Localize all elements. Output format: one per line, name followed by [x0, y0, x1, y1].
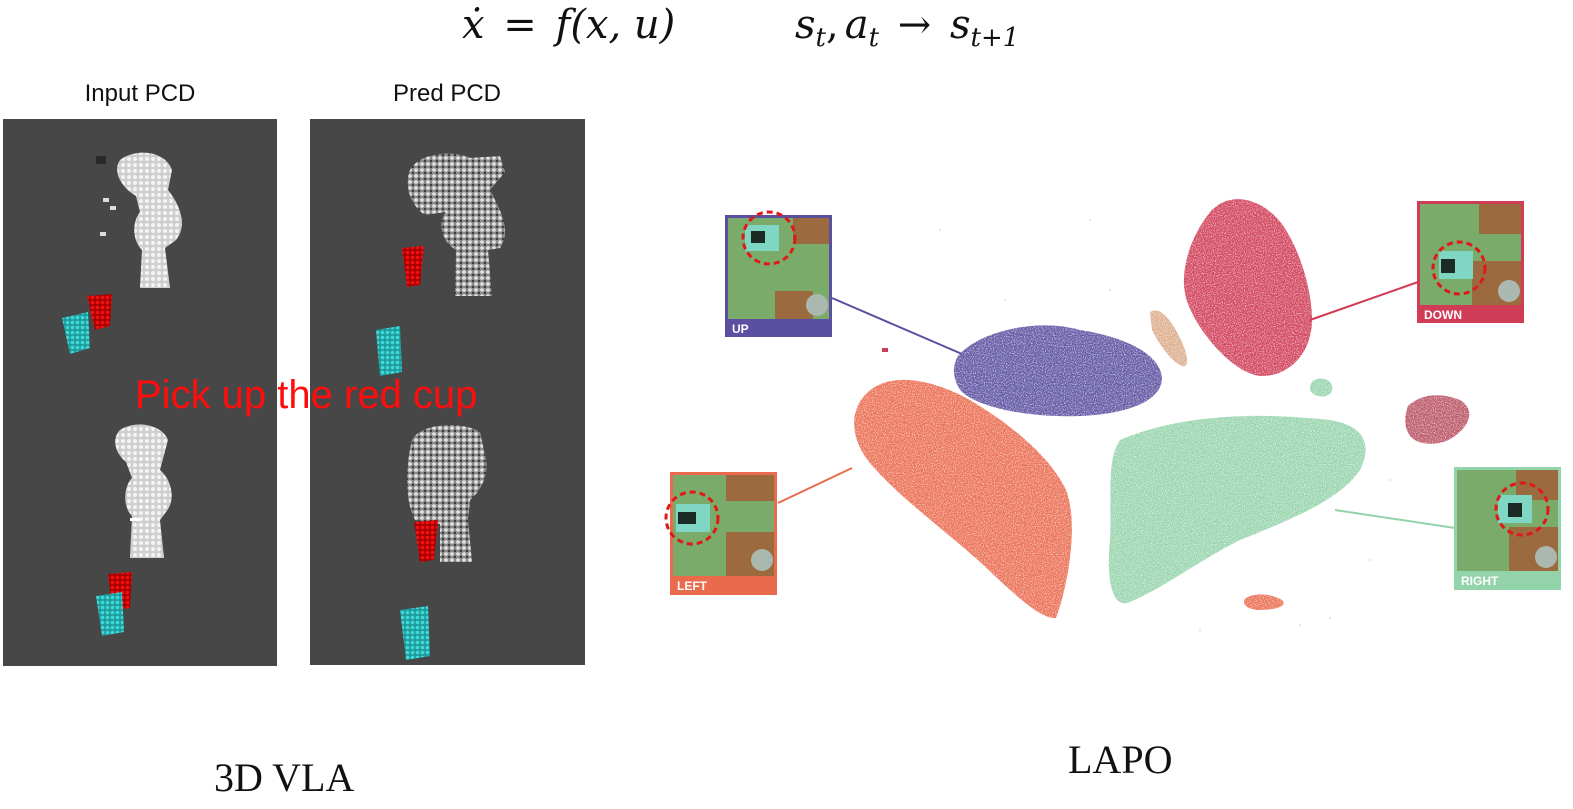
cluster-left — [854, 379, 1072, 619]
thumb-up: UP — [725, 210, 832, 337]
x-dot: ẋ — [462, 2, 485, 48]
thumb-down: DOWN — [1417, 201, 1524, 323]
vla-caption: 3D VLA — [214, 755, 355, 800]
transition-equation: st, at → st+1 — [795, 2, 1020, 53]
cluster-small-diagonal — [1150, 310, 1188, 367]
input-cups-bottom — [96, 572, 132, 636]
thumb-up-label: UP — [732, 322, 749, 336]
cluster-up — [953, 325, 1162, 417]
stray-red-mark — [882, 348, 888, 352]
dynamics-equation: ẋ = f(x, u) — [462, 2, 676, 48]
cluster-down — [1183, 199, 1312, 376]
connector-down — [1309, 281, 1419, 321]
connector-up — [831, 297, 963, 355]
connector-right — [1334, 509, 1456, 529]
pred-arm-bottom — [400, 425, 487, 660]
thumb-right: RIGHT — [1454, 467, 1561, 590]
cluster-right — [1108, 415, 1366, 604]
thumb-left: LEFT — [664, 472, 777, 595]
connector-left — [777, 467, 853, 504]
thumb-down-label: DOWN — [1424, 308, 1462, 322]
instruction-text: Pick up the red cup — [135, 373, 478, 417]
input-arm-bottom — [115, 424, 172, 558]
cluster-small-green — [1310, 378, 1333, 397]
input-cups-top — [62, 294, 112, 354]
dynamics-rhs: f(x, u) — [555, 2, 676, 48]
lapo-caption: LAPO — [1068, 737, 1173, 782]
input-pcd-title: Input PCD — [84, 80, 196, 107]
input-arm-top — [96, 152, 182, 288]
scatter-noise — [939, 219, 1391, 631]
thumb-right-label: RIGHT — [1461, 574, 1499, 588]
cluster-small-bottom — [1243, 594, 1284, 610]
pred-pcd-title: Pred PCD — [392, 80, 502, 107]
pred-arm-top — [376, 153, 506, 376]
thumb-left-label: LEFT — [677, 579, 708, 593]
cluster-small-ring — [1405, 395, 1470, 444]
